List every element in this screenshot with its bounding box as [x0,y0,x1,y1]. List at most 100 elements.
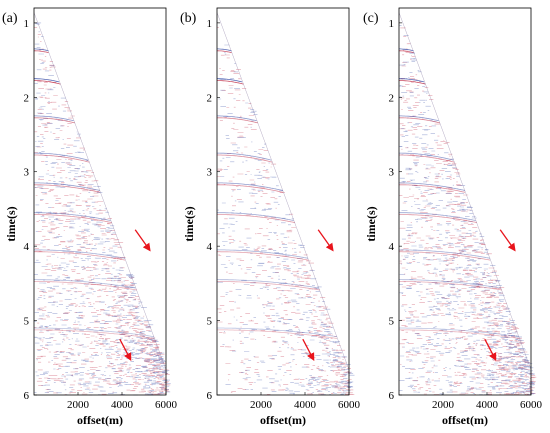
noise-negative [34,22,171,396]
ytick-label: 3 [24,167,30,179]
ytick-label: 6 [389,390,395,402]
reflection-event [399,50,414,54]
xticks-b: 2000 4000 6000 [250,392,361,411]
reflection-event [217,214,295,223]
reflection-event [399,214,477,223]
reflection-event [399,78,425,83]
reflection-event [34,329,155,339]
seismic-b [216,12,355,396]
ytick-label: 6 [207,390,213,402]
reflection-event [217,48,232,52]
reflection-event [399,281,503,291]
reflection-event [399,182,466,191]
reflection-event [217,115,257,122]
ytick-label: 2 [389,92,395,104]
reflection-event [34,182,101,191]
red-arrow [119,338,132,362]
ytick-label: 1 [389,18,395,30]
reflection-event [34,152,89,161]
reflection-event [399,154,455,163]
noise-positive [217,27,355,396]
reflection-event [217,117,258,124]
reflection-event [217,249,309,259]
reflection-event [399,115,439,122]
panel-letter-c: (c) [363,11,379,26]
arrows-a [119,229,151,362]
xtick-label: 2000 [67,399,90,411]
ytick-label: 5 [207,316,213,328]
xtick-label: 6000 [155,399,178,411]
reflection-event [217,327,338,337]
reflection-event [34,48,49,52]
reflection-event [399,212,476,221]
reflection-event [399,279,501,289]
reflection-event [217,78,243,83]
seismic-a [33,12,171,396]
reflection-event [399,152,454,161]
reflection-event [34,115,74,122]
reflection-event [217,279,319,289]
ytick-label: 4 [207,241,213,253]
axes-frame-b [216,7,350,396]
reflection-event [399,327,520,337]
xlabel-c: offset(m) [442,413,488,427]
xtick-label: 4000 [111,399,134,411]
axes-frame-a [33,7,167,396]
yticks-b: 1 2 3 4 5 6 [207,18,220,402]
reflection-event [34,281,138,291]
ylabel-c: time(s) [364,206,378,241]
reflection-event [34,50,49,54]
ytick-label: 6 [24,390,30,402]
reflection-event [34,214,112,223]
reflection-event [34,80,61,85]
arrows-b [302,229,334,362]
xtick-label: 4000 [294,399,317,411]
xlabel-a: offset(m) [77,413,123,427]
reflection-event [34,249,126,259]
reflection-event [34,154,90,163]
xlabel-b: offset(m) [260,413,306,427]
reflection-event [217,152,272,161]
ytick-label: 1 [24,18,30,30]
red-arrow [302,338,315,362]
panel-c: (c) time(s) 1 2 3 4 5 6 2000 4000 6000 offset(m… [363,7,543,427]
panel-b: (b) time(s) 1 2 3 4 5 6 2000 4000 6000 offset(m… [180,7,361,427]
noise-negative [217,44,355,395]
red-arrow [134,229,151,252]
ytick-label: 2 [207,92,213,104]
xtick-label: 2000 [432,399,455,411]
ytick-label: 5 [389,316,395,328]
reflection-event [34,212,111,221]
noise-positive [399,27,537,396]
reflection-event [217,251,309,261]
ytick-label: 4 [389,241,395,253]
axes-frame-c [398,7,532,396]
ylabel-a: time(s) [4,206,18,241]
reflection-event [399,249,491,259]
panel-letter-b: (b) [180,11,197,26]
reflection-event [399,329,520,339]
ytick-label: 1 [207,18,213,30]
reflection-event [34,184,101,193]
ytick-label: 2 [24,92,30,104]
xtick-label: 4000 [476,399,499,411]
reflection-event [34,327,155,337]
ylabel-b: time(s) [182,206,196,241]
reflection-event [34,251,126,261]
reflection-event [399,184,466,193]
reflection-event [34,78,60,83]
reflection-event [217,50,232,54]
reflection-event [399,117,440,124]
reflection-event [217,184,284,193]
first-break-line [216,12,350,370]
ytick-label: 3 [207,167,213,179]
red-arrow [317,229,334,252]
reflection-event [399,80,426,85]
reflection-event [34,279,136,289]
reflection-event [217,154,273,163]
ytick-label: 5 [24,316,30,328]
ytick-label: 3 [389,167,395,179]
xtick-label: 6000 [520,399,543,411]
panel-a: (a) time(s) 1 2 3 4 5 6 2000 4000 6000 offset(m… [2,7,178,427]
